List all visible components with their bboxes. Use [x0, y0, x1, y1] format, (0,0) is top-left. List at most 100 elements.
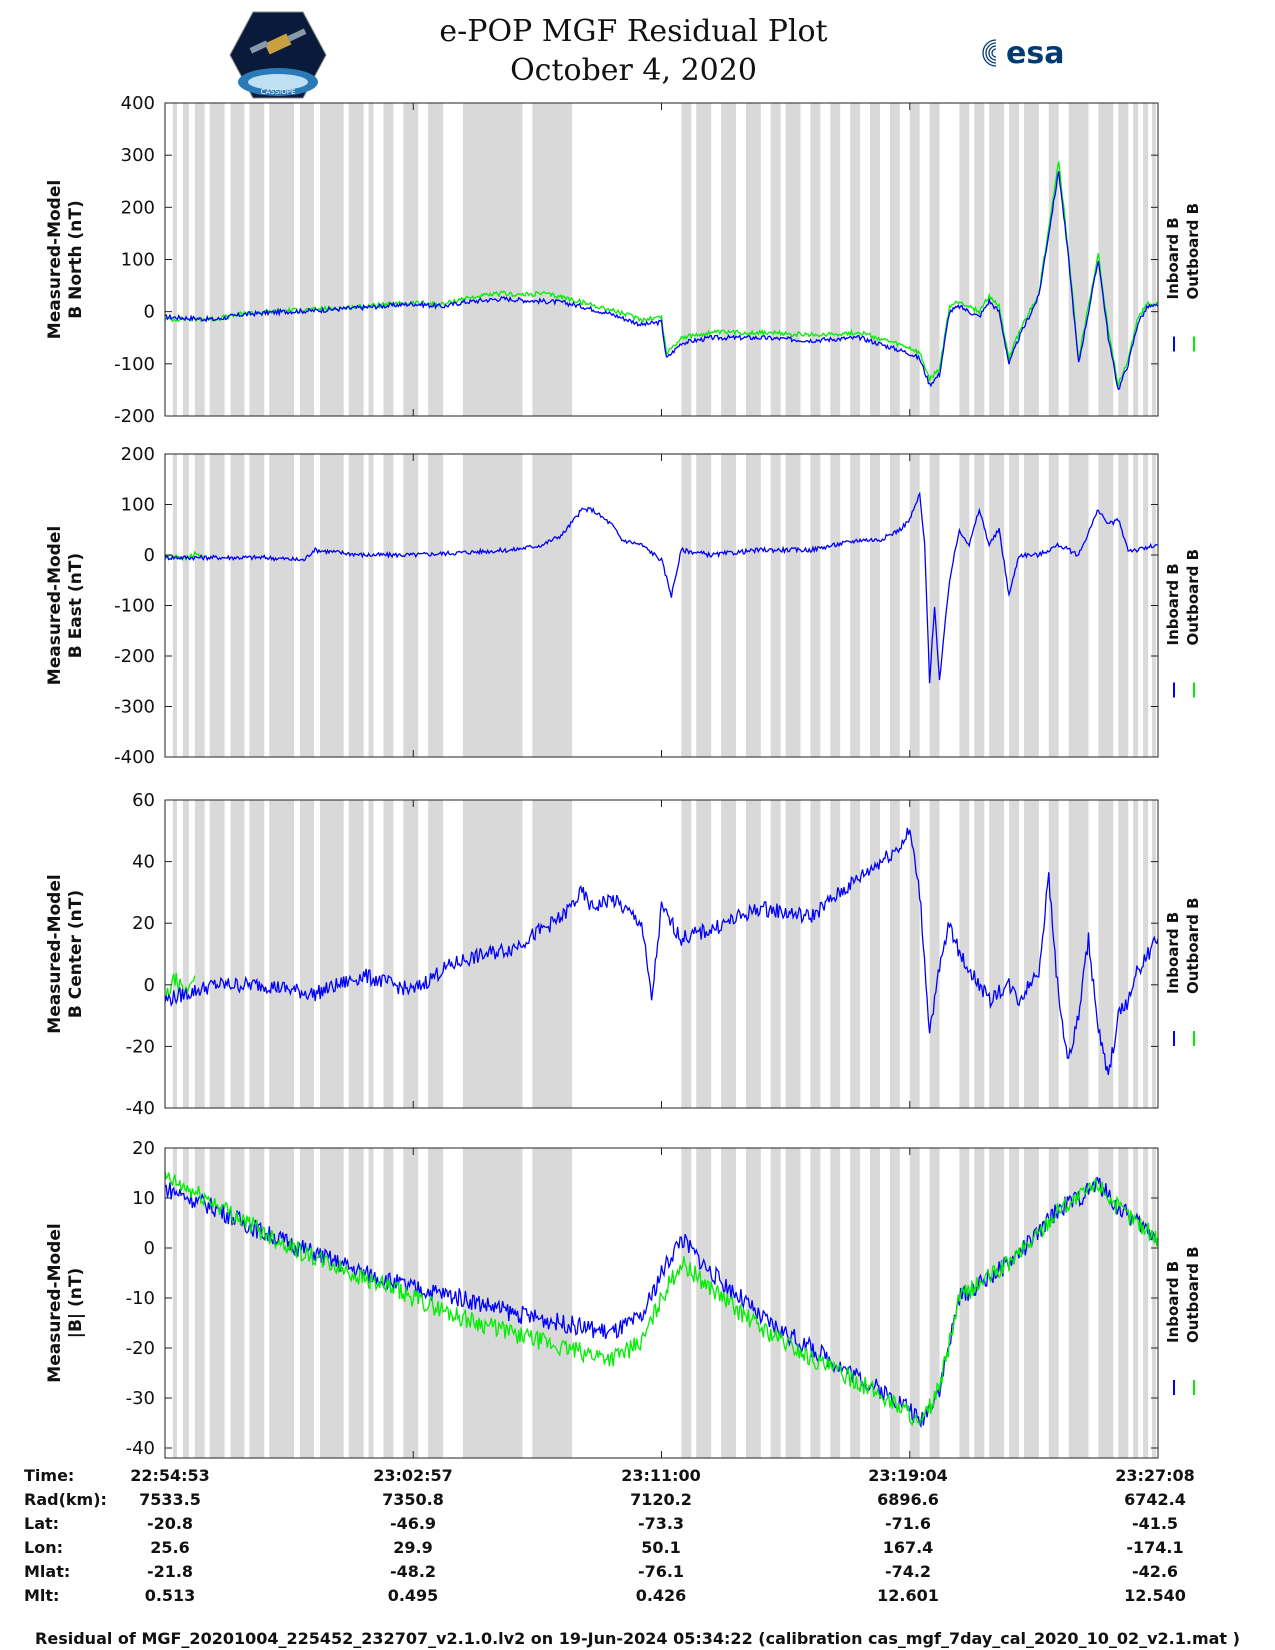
data-gap-band [974, 454, 985, 757]
data-gap-band [770, 800, 781, 1108]
orbit-row-label: Lon: [24, 1538, 63, 1557]
data-gap-band [230, 800, 245, 1108]
data-gap-band [172, 1148, 177, 1458]
data-gap-band [348, 1148, 364, 1458]
orbit-row-value: 50.1 [641, 1538, 681, 1557]
data-gap-band [462, 1148, 523, 1458]
data-gap-band [974, 800, 985, 1108]
data-gap-band [182, 800, 189, 1108]
data-gap-band [1048, 103, 1059, 416]
data-gap-band [1009, 454, 1019, 757]
data-gap-band [532, 800, 573, 1108]
data-gap-band [989, 1148, 1005, 1458]
data-gap-band [182, 103, 189, 416]
data-gap-band [959, 103, 970, 416]
data-gap-band [428, 800, 444, 1108]
legend-outboard-label: Outboard B [1184, 549, 1202, 646]
orbit-row-value: 23:11:00 [621, 1466, 701, 1485]
data-gap-band [1023, 103, 1039, 416]
orbit-row-value: -71.6 [884, 1514, 932, 1533]
data-gap-band [810, 800, 821, 1108]
data-gap-band [172, 800, 177, 1108]
orbit-row-value: 7350.8 [382, 1490, 444, 1509]
legend: Inboard B Outboard B [1164, 1246, 1202, 1395]
data-gap-band [172, 454, 177, 757]
data-gap-band [959, 1148, 970, 1458]
data-gap-band [909, 103, 920, 416]
orbit-info-table: Time: 22:54:53 23:02:57 23:11:00 23:19:04 23:… [0, 1466, 1275, 1626]
data-gap-band [974, 1148, 985, 1458]
y-tick-label: 40 [132, 852, 155, 873]
data-gap-band [870, 1148, 880, 1458]
data-gap-band [269, 454, 295, 757]
data-gap-band [785, 800, 801, 1108]
data-gap-band [889, 103, 900, 416]
data-gap-band [1118, 800, 1129, 1108]
data-gap-band [300, 800, 314, 1108]
data-gap-band [368, 454, 374, 757]
data-gap-band [403, 1148, 419, 1458]
orbit-row-value: 25.6 [150, 1538, 190, 1557]
data-gap-band [1098, 800, 1114, 1108]
data-gap-band [770, 103, 781, 416]
orbit-row-label: Mlat: [24, 1562, 71, 1581]
data-gap-band [850, 800, 861, 1108]
y-axis-label-line1: Measured-Model [45, 180, 65, 339]
y-tick-label: -20 [126, 1036, 155, 1057]
inboard-series-line [164, 827, 1159, 1075]
orbit-row-label: Mlt: [24, 1586, 60, 1605]
y-axis-label: Measured-Model|B| (nT) [45, 1223, 86, 1382]
data-gap-band [194, 1148, 205, 1458]
data-gap-band [850, 1148, 861, 1458]
data-gap-band [1152, 1148, 1157, 1458]
data-gap-band [830, 103, 841, 416]
legend-inboard-label: Inboard B [1164, 1261, 1182, 1343]
data-gap-band [368, 103, 374, 416]
data-gap-band [532, 454, 573, 757]
orbit-row-value: 167.4 [882, 1538, 934, 1557]
data-gap-band [194, 103, 205, 416]
data-gap-band [319, 800, 344, 1108]
legend: Inboard B Outboard B [1164, 897, 1202, 1046]
data-gap-band [721, 800, 736, 1108]
data-gap-band [830, 454, 841, 757]
data-gap-band [403, 800, 419, 1108]
data-gap-band [403, 454, 419, 757]
outboard-series-line [164, 972, 196, 999]
orbit-row-value: 12.601 [877, 1586, 939, 1605]
legend-inboard-label: Inboard B [1164, 217, 1182, 299]
data-gap-band [830, 1148, 841, 1458]
legend: Inboard B Outboard B [1164, 203, 1202, 352]
data-gap-band [1068, 103, 1089, 416]
legend-inboard-label: Inboard B [1164, 563, 1182, 645]
y-axis-label-line1: Measured-Model [45, 874, 65, 1033]
data-gap-band [1133, 454, 1139, 757]
y-tick-label: 0 [144, 302, 155, 323]
data-gap-band [721, 103, 736, 416]
data-gap-band [785, 1148, 801, 1458]
orbit-row-value: 7120.2 [630, 1490, 692, 1509]
y-tick-label: -40 [126, 1098, 155, 1119]
chart-panel-1: 400 300 200 100 0 -100 -200 Measured-ModelB Nor… [45, 93, 1202, 427]
data-gap-band [383, 103, 394, 416]
data-gap-band [974, 103, 985, 416]
y-axis-label-line2: B East (nT) [66, 553, 86, 658]
data-gap-band [532, 1148, 573, 1458]
data-gap-band [1152, 800, 1157, 1108]
data-gap-band [909, 800, 920, 1108]
data-gap-band [1143, 800, 1149, 1108]
cassiope-logo-text: CASSIOPE [261, 88, 296, 96]
orbit-row-value: -174.1 [1126, 1538, 1184, 1557]
data-gap-band [681, 103, 692, 416]
data-gap-band [745, 103, 761, 416]
orbit-row-value: 7533.5 [139, 1490, 201, 1509]
data-gap-band [368, 800, 374, 1108]
orbit-row-value: -42.6 [1131, 1562, 1179, 1581]
data-gap-band [1048, 454, 1059, 757]
y-tick-label: 0 [144, 545, 155, 566]
data-gap-band [1143, 1148, 1149, 1458]
orbit-row-label: Rad(km): [24, 1490, 107, 1509]
data-gap-band [810, 454, 821, 757]
data-gap-band [681, 454, 692, 757]
